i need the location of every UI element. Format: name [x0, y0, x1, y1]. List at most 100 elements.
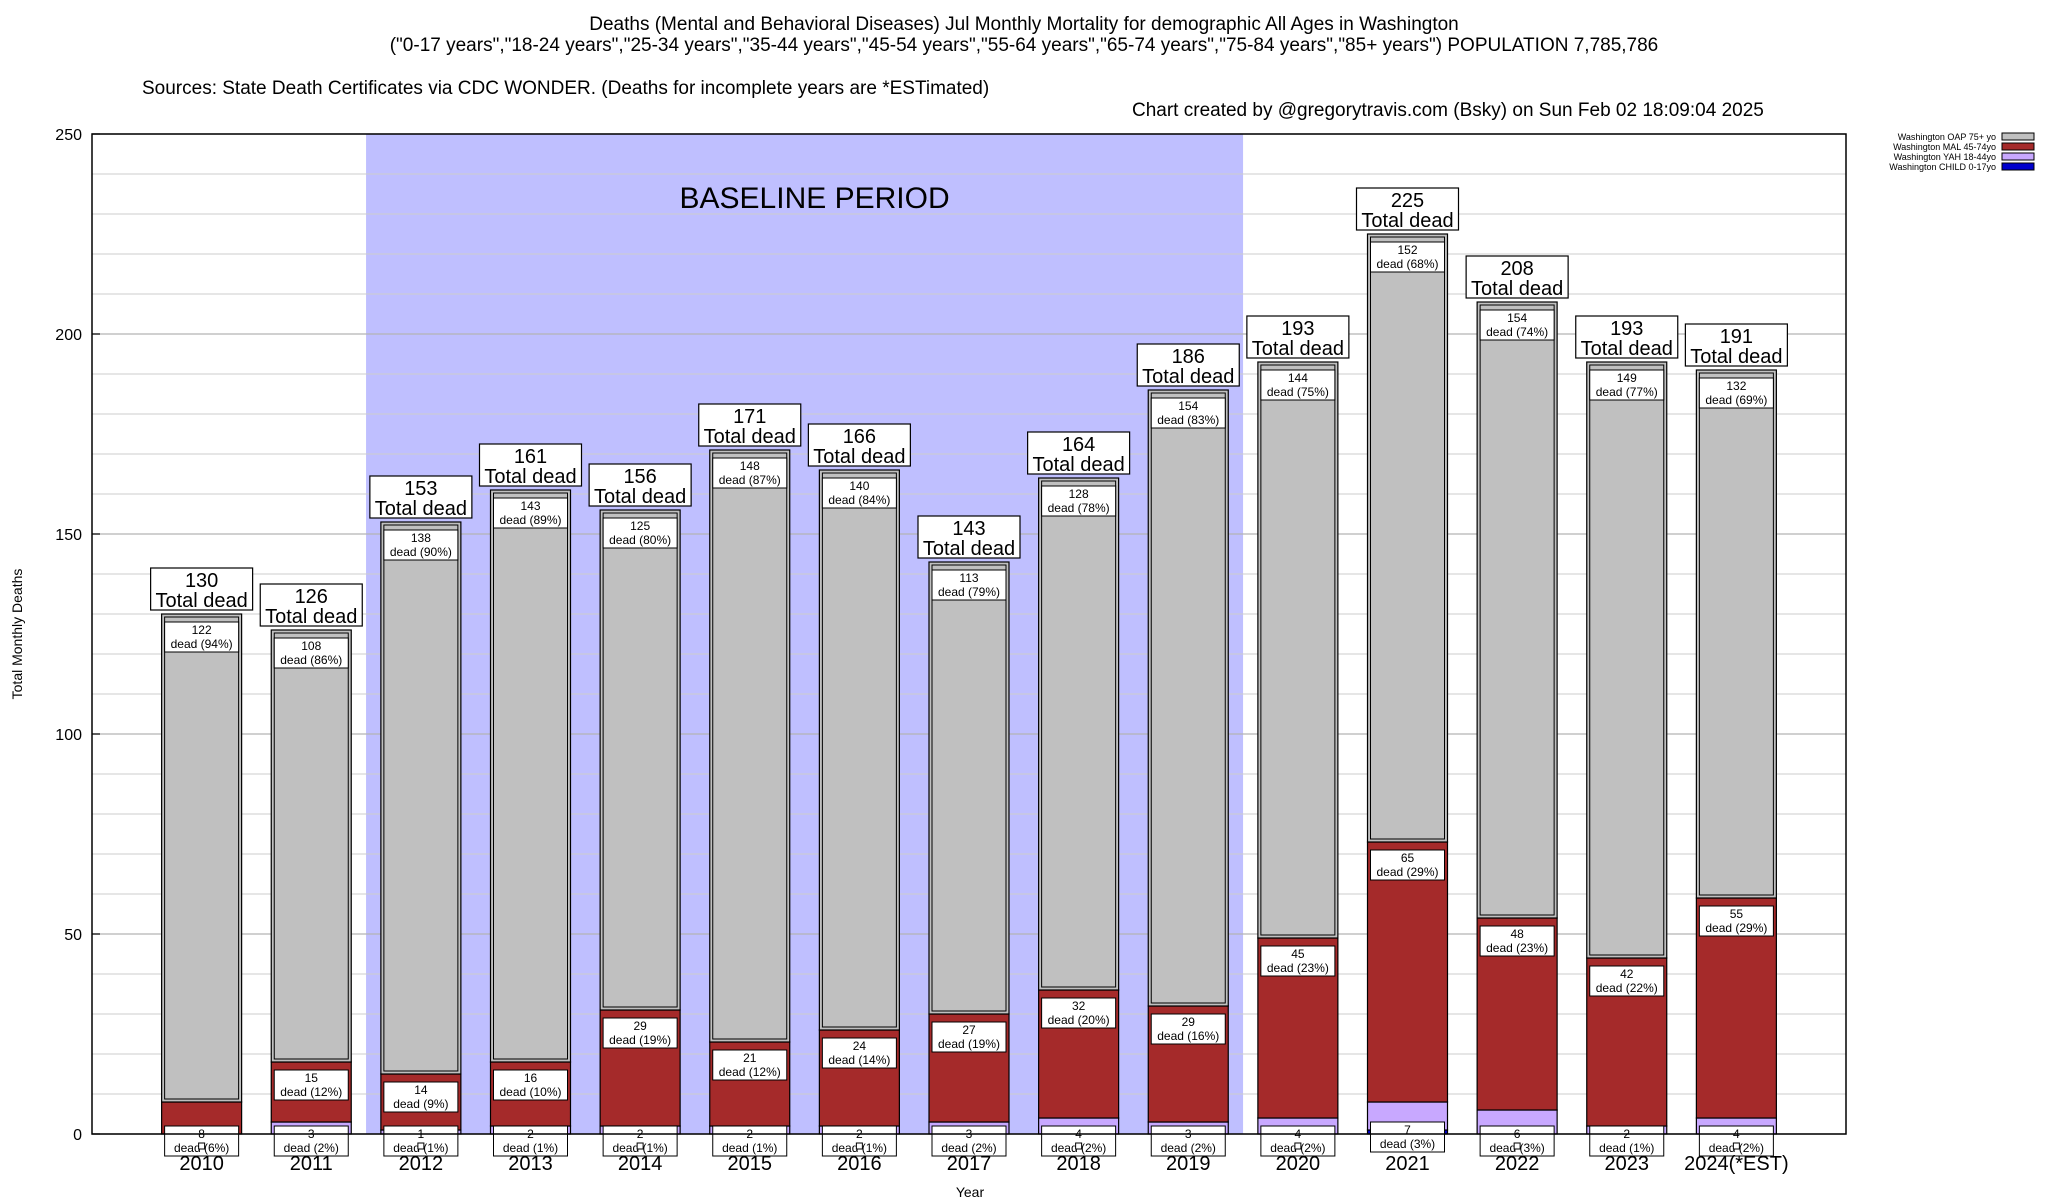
- segment-label-box: [164, 1125, 240, 1157]
- segment-count-label: 16: [524, 1071, 538, 1085]
- segment-percent-label: dead (3%): [1380, 1137, 1435, 1151]
- y-tick-label: 0: [73, 1127, 82, 1144]
- bar-segment: [489, 489, 572, 1063]
- segment-percent-label: dead (19%): [938, 1037, 1000, 1051]
- segment-label-box: [1589, 1125, 1665, 1157]
- y-tick-label: 150: [55, 527, 82, 544]
- segment-label-box: [493, 497, 568, 529]
- total-suffix-label: Total dead: [265, 606, 357, 628]
- bar-segment-inner: [712, 452, 788, 1040]
- total-count-label: 191: [1720, 326, 1753, 348]
- segment-percent-label: dead (12%): [280, 1085, 342, 1099]
- total-count-label: 164: [1062, 434, 1095, 456]
- bar-segment-inner: [1370, 236, 1445, 840]
- segment-label-box: [712, 1125, 788, 1157]
- zero-marker: [1513, 1142, 1521, 1150]
- segment-label-box: [821, 477, 897, 509]
- x-axis-label: Year: [956, 1184, 985, 1200]
- total-count-label: 208: [1500, 258, 1533, 280]
- segment-percent-label: dead (14%): [828, 1053, 890, 1067]
- legend-entry-label: Washington YAH 18-44yo: [1894, 152, 1996, 162]
- segment-label-box: [931, 569, 1007, 601]
- total-suffix-label: Total dead: [155, 590, 247, 612]
- y-axis-label: Total Monthly Deaths: [9, 569, 25, 700]
- segment-percent-label: dead (2%): [941, 1141, 996, 1155]
- total-label-box: [1355, 187, 1460, 231]
- segment-label-box: [821, 1125, 897, 1157]
- segment-count-label: 55: [1730, 907, 1744, 921]
- segment-label-box: [383, 1125, 459, 1157]
- segment-label-box: [383, 1081, 459, 1113]
- segment-count-label: 152: [1397, 243, 1417, 257]
- segment-label-box: [1479, 925, 1555, 957]
- total-count-label: 130: [185, 570, 218, 592]
- segment-label-box: [821, 1037, 897, 1069]
- segment-label-box: [1260, 369, 1336, 401]
- segment-percent-label: dead (1%): [503, 1141, 558, 1155]
- x-tick-label: 2015: [728, 1153, 773, 1175]
- segment-count-label: 21: [743, 1051, 757, 1065]
- bar-segment: [1038, 477, 1120, 991]
- legend-entry-label: Washington CHILD 0-17yo: [1889, 162, 1996, 172]
- bar-segment: [161, 613, 243, 1103]
- bar-segment-inner: [1150, 392, 1226, 1004]
- y-tick-label: 200: [55, 327, 82, 344]
- total-count-label: 193: [1281, 318, 1314, 340]
- bar-segment-inner: [164, 616, 240, 1100]
- segment-percent-label: dead (68%): [1376, 257, 1438, 271]
- legend-entry-label: Washington MAL 45-74yo: [1893, 142, 1996, 152]
- segment-label-box: [1698, 377, 1774, 409]
- legend-entry-label: Washington OAP 75+ yo: [1898, 132, 1996, 142]
- x-tick-label: 2013: [508, 1153, 553, 1175]
- total-suffix-label: Total dead: [1032, 454, 1124, 476]
- segment-percent-label: dead (89%): [499, 513, 561, 527]
- bar-segment-inner: [602, 512, 678, 1008]
- segment-label-box: [1041, 1125, 1117, 1157]
- total-suffix-label: Total dead: [594, 486, 686, 508]
- segment-percent-label: dead (1%): [1599, 1141, 1654, 1155]
- segment-count-label: 138: [411, 531, 431, 545]
- bar-segment-inner: [1041, 480, 1117, 988]
- segment-count-label: 24: [853, 1039, 867, 1053]
- segment-count-label: 29: [633, 1019, 647, 1033]
- bar-segment: [1586, 361, 1668, 959]
- segment-label-box: [164, 621, 240, 653]
- segment-percent-label: dead (74%): [1486, 325, 1548, 339]
- zero-marker: [417, 1142, 425, 1150]
- total-count-label: 161: [514, 446, 547, 468]
- chart-sources: Sources: State Death Certificates via CD…: [0, 56, 1764, 122]
- bar-segment: [1366, 841, 1449, 1103]
- segment-percent-label: dead (94%): [171, 637, 233, 651]
- segment-percent-label: dead (29%): [1376, 865, 1438, 879]
- segment-percent-label: dead (87%): [719, 473, 781, 487]
- segment-count-label: 149: [1617, 371, 1637, 385]
- x-tick-label: 2023: [1605, 1153, 1650, 1175]
- segment-label-box: [1589, 369, 1665, 401]
- segment-percent-label: dead (20%): [1048, 1013, 1110, 1027]
- total-suffix-label: Total dead: [375, 498, 467, 520]
- x-tick-label: 2010: [179, 1153, 224, 1175]
- x-tick-label: 2014: [618, 1153, 663, 1175]
- zero-marker: [636, 1142, 644, 1150]
- segment-count-label: 42: [1620, 967, 1634, 981]
- segment-percent-label: dead (77%): [1596, 385, 1658, 399]
- total-label-box: [807, 423, 911, 467]
- x-tick-label: 2019: [1166, 1153, 1211, 1175]
- segment-percent-label: dead (23%): [1486, 941, 1548, 955]
- total-label-box: [1465, 255, 1569, 299]
- x-tick-label: 2011: [290, 1153, 333, 1175]
- zero-marker: [198, 1142, 206, 1150]
- segment-percent-label: dead (84%): [828, 493, 890, 507]
- segment-percent-label: dead (78%): [1048, 501, 1110, 515]
- segment-label-box: [273, 1125, 349, 1157]
- total-label-box: [259, 583, 363, 627]
- chart-subtitle: ("0-17 years","18-24 years","25-34 years…: [389, 35, 1659, 56]
- segment-label-box: [1150, 397, 1226, 429]
